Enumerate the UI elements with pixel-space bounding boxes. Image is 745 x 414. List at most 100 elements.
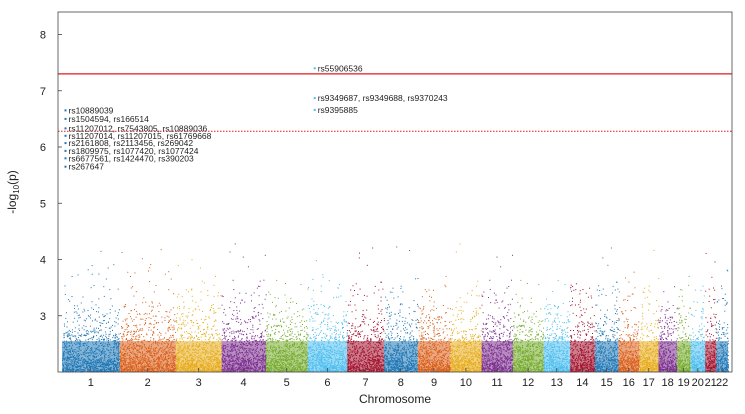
snp-point bbox=[213, 336, 215, 338]
snp-point bbox=[102, 314, 104, 316]
snp-point bbox=[133, 332, 135, 334]
chromosome-2-points bbox=[119, 249, 177, 373]
snp-point bbox=[205, 335, 207, 337]
snp-point bbox=[103, 286, 105, 288]
snp-point bbox=[255, 316, 257, 318]
snp-point bbox=[232, 330, 234, 332]
snp-point bbox=[151, 309, 153, 311]
snp-point bbox=[88, 316, 90, 318]
snp-point bbox=[271, 327, 273, 329]
snp-point bbox=[136, 330, 137, 332]
snp-point bbox=[86, 333, 88, 335]
snp-point bbox=[104, 331, 106, 333]
snp-point bbox=[122, 327, 124, 329]
snp-point bbox=[242, 256, 244, 258]
snp-point bbox=[114, 325, 116, 327]
snp-point bbox=[219, 333, 220, 335]
snp-point bbox=[299, 338, 301, 340]
snp-point bbox=[91, 273, 93, 275]
snp-point bbox=[252, 335, 254, 337]
snp-point bbox=[91, 307, 93, 309]
snp-point bbox=[222, 321, 224, 323]
snp-point bbox=[260, 336, 262, 337]
snp-point bbox=[127, 271, 129, 273]
snp-point bbox=[127, 325, 129, 326]
snp-point bbox=[175, 331, 177, 333]
snp-point bbox=[224, 336, 226, 338]
snp-point bbox=[186, 317, 188, 319]
snp-point bbox=[86, 332, 88, 334]
snp-point bbox=[70, 337, 71, 339]
snp-point bbox=[221, 304, 223, 306]
snp-point bbox=[218, 340, 219, 342]
snp-point bbox=[130, 339, 132, 341]
snp-point bbox=[189, 327, 191, 329]
snp-point bbox=[222, 328, 224, 330]
snp-point bbox=[103, 320, 105, 321]
snp-point bbox=[296, 338, 298, 340]
snp-point bbox=[246, 338, 248, 340]
snp-point bbox=[118, 309, 120, 311]
snp-point bbox=[70, 340, 72, 342]
snp-point bbox=[200, 318, 202, 320]
snp-point bbox=[233, 310, 235, 312]
snp-point bbox=[245, 339, 247, 341]
snp-point bbox=[73, 311, 75, 313]
snp-point bbox=[190, 333, 191, 335]
snp-point bbox=[113, 264, 115, 266]
snp-point bbox=[226, 335, 228, 337]
snp-point bbox=[183, 307, 185, 309]
snp-point bbox=[258, 304, 260, 306]
snp-point bbox=[258, 319, 260, 321]
snp-point bbox=[153, 327, 155, 329]
snp-point bbox=[170, 335, 172, 337]
snp-point bbox=[291, 328, 293, 330]
snp-point bbox=[99, 330, 101, 332]
snp-point bbox=[266, 325, 268, 326]
snp-point bbox=[141, 340, 143, 342]
snp-point bbox=[224, 337, 226, 339]
snp-point bbox=[99, 339, 101, 341]
snp-point bbox=[241, 333, 243, 335]
snp-point bbox=[71, 329, 73, 331]
snp-point bbox=[120, 333, 122, 334]
snp-point bbox=[74, 307, 75, 309]
snp-point bbox=[215, 320, 217, 322]
snp-point bbox=[113, 340, 115, 342]
snp-point bbox=[236, 321, 238, 323]
snp-point bbox=[301, 320, 303, 322]
snp-point bbox=[107, 338, 109, 340]
snp-point bbox=[153, 291, 155, 293]
snp-point bbox=[252, 324, 254, 326]
snp-point bbox=[84, 310, 86, 312]
snp-point bbox=[106, 313, 108, 315]
snp-point bbox=[224, 332, 226, 333]
snp-point bbox=[160, 334, 162, 336]
snp-point bbox=[135, 310, 137, 312]
snp-point bbox=[149, 281, 151, 283]
snp-point bbox=[143, 313, 145, 315]
snp-point bbox=[204, 339, 206, 341]
snp-point bbox=[238, 321, 240, 323]
snp-point bbox=[66, 335, 68, 337]
snp-point bbox=[65, 312, 67, 314]
snp-point bbox=[79, 329, 81, 331]
snp-point bbox=[96, 327, 97, 329]
snp-point bbox=[250, 329, 252, 331]
snp-point bbox=[123, 335, 125, 337]
snp-point bbox=[164, 273, 166, 275]
snp-point bbox=[94, 331, 96, 333]
snp-point bbox=[235, 340, 236, 341]
snp-point bbox=[96, 311, 98, 313]
snp-point bbox=[135, 331, 137, 333]
snp-point bbox=[124, 305, 126, 307]
snp-point bbox=[99, 335, 101, 337]
snp-point bbox=[226, 323, 228, 325]
snp-point bbox=[187, 322, 189, 324]
snp-point bbox=[79, 314, 80, 316]
snp-point bbox=[213, 310, 215, 312]
snp-point bbox=[185, 315, 187, 317]
snp-point bbox=[63, 323, 65, 325]
snp-point bbox=[184, 325, 186, 327]
snp-point bbox=[181, 334, 183, 336]
